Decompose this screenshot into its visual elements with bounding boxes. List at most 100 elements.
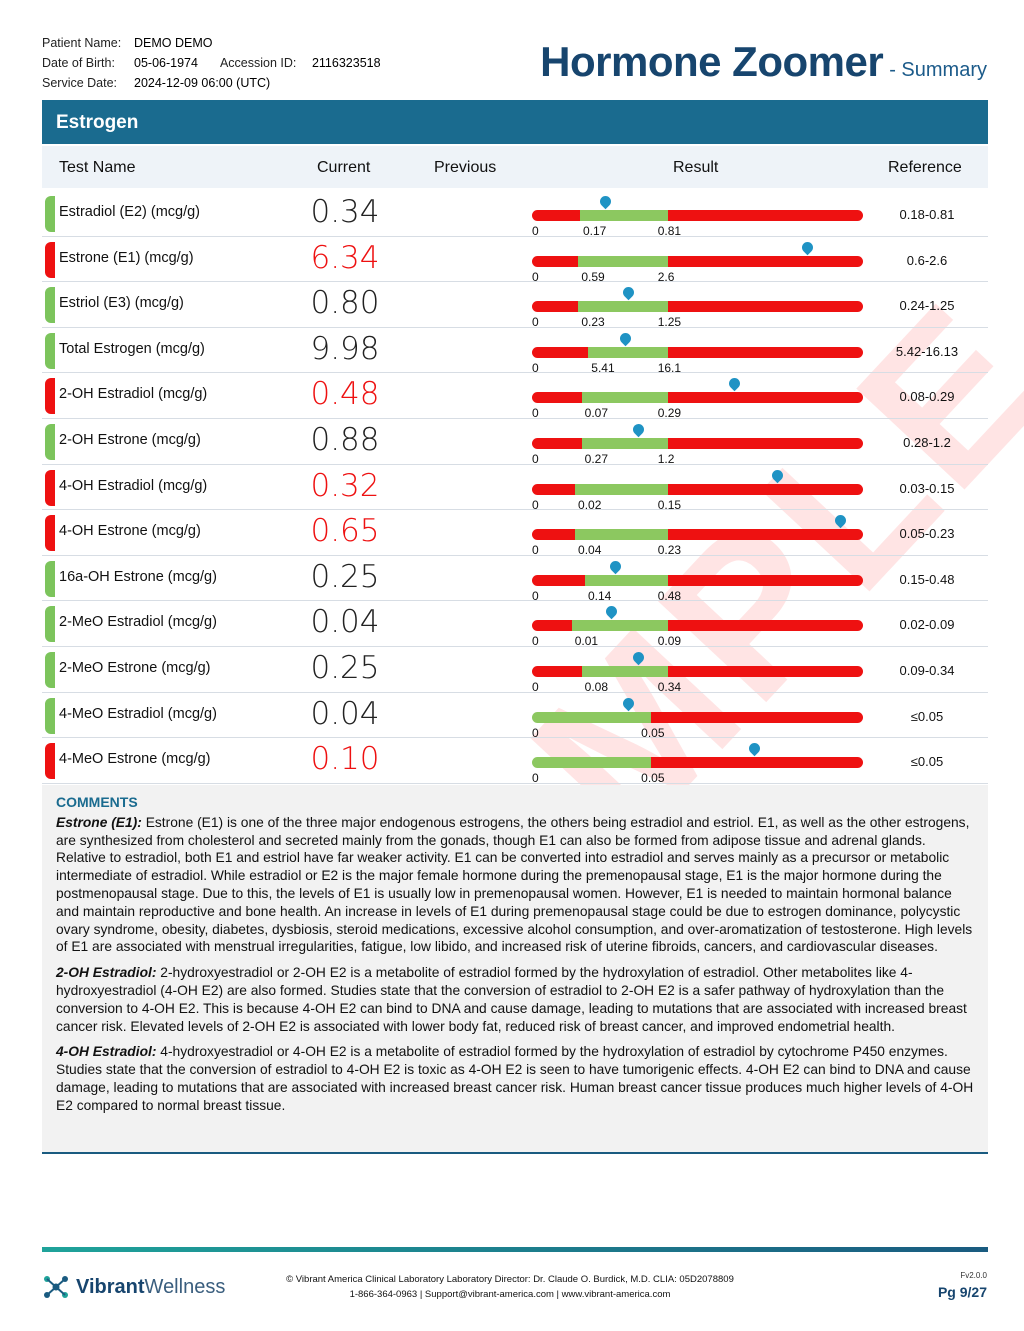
current-value: 0.25	[310, 558, 380, 595]
service-date-value: 2024-12-09 06:00 (UTC)	[134, 76, 271, 90]
footer-info: © Vibrant America Clinical Laboratory La…	[220, 1272, 800, 1302]
table-row: 2-MeO Estrone (mcg/g) 0.25 0.09-0.34 0 0.08 0…	[42, 647, 988, 694]
status-flag	[45, 515, 55, 552]
bar-low-segment	[532, 483, 576, 495]
bar-tick-ref-low: 0.14	[587, 588, 612, 603]
dob-label: Date of Birth:	[42, 56, 115, 70]
result-bar: 0 0.59 2.6	[532, 239, 863, 284]
result-bar: 0 0.14 0.48	[532, 558, 863, 603]
test-name: 2-OH Estrone (mcg/g)	[59, 431, 201, 448]
test-name: 2-MeO Estrone (mcg/g)	[59, 659, 211, 676]
bar-normal-segment	[579, 210, 668, 221]
table-row: 4-MeO Estrone (mcg/g) 0.10 ≤0.05 0 0.05	[42, 738, 988, 785]
result-bar: 0 0.07 0.29	[532, 376, 863, 420]
result-bar: 0 5.41 16.1	[532, 330, 863, 375]
reference-range: 0.05-0.23	[899, 526, 955, 542]
status-flag	[45, 606, 55, 643]
bar-high-segment	[667, 483, 863, 495]
current-value: 0.04	[310, 695, 380, 732]
result-bar: 0 0.04 0.23	[532, 512, 863, 557]
table-row: 16a-OH Estrone (mcg/g) 0.25 0.15-0.48 0 0.14…	[42, 556, 988, 603]
bar-tick-ref-high: 1.25	[657, 315, 682, 330]
table-row: Estriol (E3) (mcg/g) 0.80 0.24-1.25 0 0.23 1.…	[42, 282, 988, 330]
reference-range: 0.09-0.34	[899, 662, 955, 678]
table-row: 4-OH Estrone (mcg/g) 0.65 0.05-0.23 0 0.04 0.…	[42, 510, 988, 557]
current-value: 0.04	[310, 604, 380, 641]
comment-2oh-estradiol: 2-OH Estradiol: 2-hydroxyestradiol or 2-…	[56, 964, 974, 1035]
status-flag	[45, 332, 55, 369]
bar-tick-low: 0	[532, 269, 539, 284]
result-marker-icon	[726, 376, 743, 392]
result-bar: 0 0.01 0.09	[532, 604, 863, 648]
reference-range: 0.15-0.48	[899, 571, 955, 587]
bar-normal-segment	[578, 301, 668, 313]
bar-normal-segment	[532, 711, 652, 723]
result-marker-icon	[630, 421, 647, 438]
bar-tick-low: 0	[532, 634, 539, 649]
test-name: 2-OH Estradiol (mcg/g)	[59, 386, 208, 403]
bar-tick-ref-low: 0.02	[578, 497, 602, 512]
comment-term: 2-OH Estradiol:	[56, 965, 157, 981]
comment-text: 2-hydroxyestradiol or 2-OH E2 is a metab…	[56, 965, 967, 1034]
current-value: 0.10	[310, 741, 380, 778]
current-value: 0.48	[310, 376, 380, 413]
bar-tick-low: 0	[532, 543, 539, 558]
result-marker-icon	[617, 330, 633, 347]
test-name: 4-MeO Estrone (mcg/g)	[59, 751, 211, 768]
bar-normal-segment	[584, 574, 668, 586]
patient-info: Patient Name: DEMO DEMO Date of Birth: 05-…	[42, 33, 381, 93]
bar-high-segment	[651, 711, 863, 723]
comments-section: COMMENTS Estrone (E1): Estrone (E1) is o…	[42, 785, 988, 1154]
bar-high-segment	[651, 757, 863, 769]
status-flag	[45, 743, 55, 780]
comment-estrone: Estrone (E1): Estrone (E1) is one of the…	[56, 814, 974, 956]
result-marker-icon	[769, 467, 786, 483]
vibrant-logo-icon	[44, 1276, 68, 1298]
patient-name-label: Patient Name:	[42, 36, 122, 50]
result-bar: 0 0.05	[532, 740, 863, 785]
current-value: 0.25	[310, 649, 380, 686]
result-bar: 0 0.17 0.81	[532, 193, 863, 238]
bar-high-segment	[667, 301, 863, 313]
table-row: Estrone (E1) (mcg/g) 6.34 0.6-2.6 0 0.59 2.6	[42, 237, 988, 284]
test-name: 16a-OH Estrone (mcg/g)	[59, 568, 217, 585]
col-current: Current	[317, 159, 371, 176]
test-name: Total Estrogen (mcg/g)	[59, 340, 205, 357]
bar-tick-ref-high: 0.09	[657, 634, 682, 649]
result-marker-icon	[607, 558, 624, 575]
status-flag	[45, 287, 55, 324]
bar-tick-ref-low: 5.41	[591, 360, 615, 375]
current-value: 0.34	[310, 194, 380, 230]
reference-range: 0.24-1.25	[899, 298, 955, 314]
test-name: Estradiol (E2) (mcg/g)	[59, 204, 201, 220]
bar-low-segment	[532, 301, 579, 313]
bar-tick-ref-high: 0.05	[641, 771, 665, 786]
bar-low-segment	[532, 255, 579, 267]
status-flag	[45, 651, 55, 688]
table-row: Total Estrogen (mcg/g) 9.98 5.42-16.13 0 5.4…	[42, 328, 988, 375]
bar-high-segment	[667, 665, 863, 677]
footer-line1: Vibrant America Clinical Laboratory Labo…	[295, 1274, 734, 1285]
status-flag	[45, 241, 55, 278]
result-marker-icon	[620, 695, 637, 711]
bar-tick-ref-high: 0.34	[657, 679, 682, 694]
footer-page: Fv2.0.0 Pg 9/27	[938, 1271, 987, 1300]
test-name: 4-OH Estrone (mcg/g)	[59, 523, 201, 540]
reference-range: 0.6-2.6	[906, 252, 948, 268]
bar-tick-ref-high: 0.48	[657, 588, 682, 603]
accession-label: Accession ID:	[219, 56, 297, 70]
bar-low-segment	[532, 346, 589, 358]
report-title-sub: - Summary	[889, 59, 987, 81]
copyright-icon: ©	[286, 1274, 296, 1285]
table-row: 4-OH Estradiol (mcg/g) 0.32 0.03-0.15 0 0.02…	[42, 465, 988, 512]
reference-range: 0.03-0.15	[899, 480, 955, 496]
form-version: Fv2.0.0	[960, 1271, 987, 1280]
bar-low-segment	[532, 210, 580, 221]
table-row: 2-OH Estrone (mcg/g) 0.88 0.28-1.2 0 0.27 1.2	[42, 419, 988, 466]
reference-range: ≤0.05	[910, 754, 944, 770]
bar-tick-ref-low: 0.04	[578, 543, 602, 558]
col-previous: Previous	[434, 159, 497, 176]
bar-tick-low: 0	[532, 315, 539, 330]
result-marker-icon	[620, 284, 637, 301]
bar-high-segment	[667, 437, 863, 449]
